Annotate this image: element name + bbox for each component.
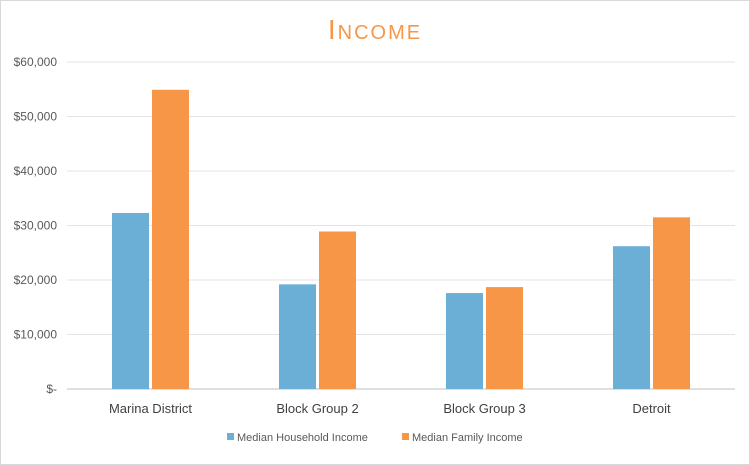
bar-3-0 (613, 246, 650, 389)
bars (112, 89, 690, 390)
y-tick-label: $- (46, 382, 57, 396)
x-category-label: Block Group 2 (276, 401, 358, 416)
legend-label: Median Family Income (412, 432, 523, 444)
chart-title: Income (327, 14, 423, 45)
bar-1-0 (279, 284, 316, 389)
x-category-label: Marina District (109, 401, 192, 416)
y-tick-label: $60,000 (14, 55, 58, 69)
x-axis-categories: Marina District Block Group 2 Block Group … (109, 401, 671, 416)
legend-label: Median Household Income (237, 432, 368, 444)
bar-1-1 (319, 231, 356, 389)
bar-0-1 (152, 89, 189, 390)
y-axis-ticks: $- $10,000 $20,000 $30,000 $40,000 $50,000 $60… (14, 55, 58, 396)
y-tick-label: $40,000 (14, 164, 58, 178)
bar-3-1 (653, 217, 690, 389)
x-category-label: Detroit (632, 401, 671, 416)
legend-swatch (402, 433, 409, 440)
bar-2-1 (486, 287, 523, 389)
bar-2-0 (446, 293, 483, 389)
y-tick-label: $50,000 (14, 110, 58, 124)
x-category-label: Block Group 3 (443, 401, 525, 416)
legend: Median Household Income Median Family Inc… (227, 432, 523, 444)
y-tick-label: $10,000 (14, 328, 58, 342)
y-tick-label: $20,000 (14, 273, 58, 287)
bar-0-0 (112, 212, 149, 389)
legend-swatch (227, 433, 234, 440)
y-tick-label: $30,000 (14, 219, 58, 233)
